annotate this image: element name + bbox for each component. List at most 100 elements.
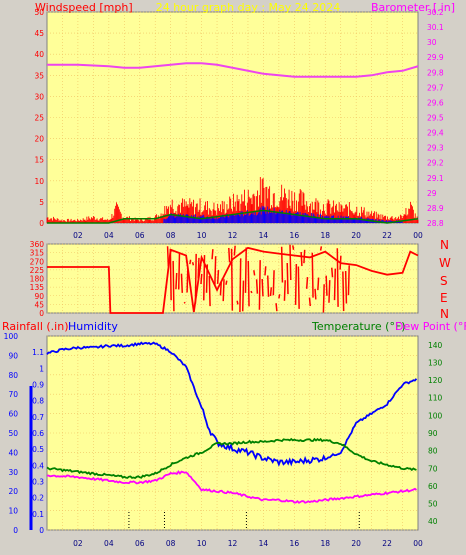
rain-y-tick-label: 1.1: [32, 348, 44, 357]
barometer-y-tick-label: 30: [427, 38, 437, 47]
rain-y-tick-label: 0.9: [32, 381, 44, 390]
wind-direction-segment: [294, 263, 298, 305]
direction-y-tick-label: 90: [34, 292, 44, 301]
temperature-label: Temperature (°F): [311, 320, 406, 333]
time-tick-label: 14: [259, 231, 269, 240]
time-tick-label: 02: [73, 539, 83, 548]
wind-direction-segment: [322, 284, 325, 313]
wind-direction-segment: [233, 245, 236, 256]
wind-direction-segment: [183, 301, 186, 304]
barometer-y-tick-label: 29.8: [427, 68, 444, 77]
wind-direction-segment: [180, 273, 184, 293]
wind-y-tick-label: 40: [34, 50, 44, 59]
wind-y-tick-label: 45: [34, 29, 44, 38]
wind-direction-segment: [333, 268, 337, 301]
humidity-label: Humidity: [68, 320, 118, 333]
rain-y-tick-label: 0.1: [32, 510, 44, 519]
rain-y-tick-label: 0.2: [32, 494, 44, 503]
wind-y-tick-label: 20: [34, 135, 44, 144]
wind-direction-segment: [208, 275, 211, 307]
direction-y-tick-label: 360: [30, 240, 45, 249]
time-tick-label: 02: [73, 231, 83, 240]
wind-direction-segment: [186, 268, 189, 293]
wind-direction-segment: [300, 251, 303, 267]
humidity-y-tick-label: 90: [8, 351, 18, 360]
wind-direction-segment: [261, 278, 264, 297]
barometer-y-tick-label: 29.1: [427, 174, 444, 183]
humidity-y-tick-label: 80: [8, 371, 18, 380]
humidity-line: [46, 341, 418, 467]
wind-direction-segment: [169, 248, 172, 301]
wind-y-tick-label: 30: [34, 92, 44, 101]
humidity-y-tick-label: 40: [8, 448, 18, 457]
wind-direction-segment: [244, 247, 248, 293]
wind-direction-segment: [275, 303, 278, 312]
direction-y-tick-label: 270: [30, 257, 45, 266]
wind-direction-segment: [314, 288, 317, 300]
time-tick-label: 08: [166, 539, 176, 548]
wind-direction-segment: [216, 270, 220, 284]
wind-direction-segment: [339, 255, 342, 270]
wind-direction-segment: [292, 245, 295, 250]
wind-y-tick-label: 50: [34, 8, 44, 17]
temperature-y-tick-label: 140: [428, 341, 443, 350]
time-tick-label: 04: [104, 231, 114, 240]
wind-direction-segment: [230, 248, 234, 311]
rain-y-tick-label: 0: [39, 526, 44, 535]
wind-direction-segment: [166, 246, 170, 267]
humidity-y-tick-label: 0: [13, 526, 18, 535]
wind-direction-segment: [311, 252, 314, 298]
wind-direction-segment: [317, 277, 320, 291]
temperature-y-tick-label: 80: [428, 447, 438, 456]
time-tick-label: 00: [413, 539, 423, 548]
direction-y-tick-label: 225: [30, 266, 45, 275]
time-tick-label: 12: [228, 231, 238, 240]
humidity-y-tick-label: 10: [8, 507, 18, 516]
wind-direction-segment: [297, 266, 300, 309]
rain-y-tick-label: 0.7: [32, 413, 44, 422]
time-tick-label: 16: [290, 231, 300, 240]
wind-y-tick-label: 35: [34, 71, 44, 80]
temperature-y-tick-label: 60: [428, 482, 438, 491]
rain-y-tick-label: 0.8: [32, 397, 44, 406]
rain-y-tick-label: 1: [39, 364, 44, 373]
wind-direction-segment: [236, 300, 239, 305]
barometer-label: Barometer [.in]: [371, 1, 455, 14]
time-tick-label: 00: [413, 231, 423, 240]
wind-direction-segment: [319, 246, 323, 251]
temperature-y-tick-label: 50: [428, 500, 438, 509]
direction-y-tick-label: 180: [30, 275, 45, 284]
wind-direction-segment: [250, 290, 253, 294]
direction-y-tick-label: 0: [39, 309, 44, 318]
rain-y-tick-label: 0.4: [32, 461, 44, 470]
direction-y-tick-label: 315: [30, 249, 45, 258]
direction-label-n-top: N: [440, 238, 449, 252]
wind-direction-segment: [205, 264, 209, 293]
wind-direction-segment: [283, 280, 286, 301]
temperature-y-tick-label: 90: [428, 429, 438, 438]
barometer-y-tick-label: 29.4: [427, 129, 444, 138]
temperature-y-tick-label: 120: [428, 376, 443, 385]
barometer-y-tick-label: 28.9: [427, 204, 444, 213]
wind-direction-segment: [241, 280, 245, 312]
wind-direction-segment: [303, 249, 306, 264]
wind-direction-segment: [214, 256, 217, 286]
wind-direction-segment: [200, 273, 203, 285]
wind-direction-segment: [264, 266, 267, 276]
barometer-y-tick-label: 29.5: [427, 114, 444, 123]
barometer-y-tick-label: 30.2: [427, 8, 444, 17]
humidity-y-tick-label: 100: [4, 332, 19, 341]
time-tick-label: 18: [320, 231, 330, 240]
wind-direction-segment: [219, 282, 222, 296]
humidity-y-tick-label: 30: [8, 468, 18, 477]
wind-direction-segment: [278, 294, 281, 299]
time-tick-label: 20: [351, 539, 361, 548]
wind-direction-segment: [189, 259, 192, 265]
wind-direction-segment: [347, 265, 350, 296]
temperature-y-tick-label: 110: [428, 394, 443, 403]
temperature-y-tick-label: 40: [428, 517, 438, 526]
chart-title: 24 hour graph day : May 24 2024: [156, 1, 341, 14]
wind-direction-segment: [344, 270, 348, 304]
wind-direction-segment: [197, 257, 200, 279]
barometer-y-tick-label: 29.9: [427, 53, 444, 62]
